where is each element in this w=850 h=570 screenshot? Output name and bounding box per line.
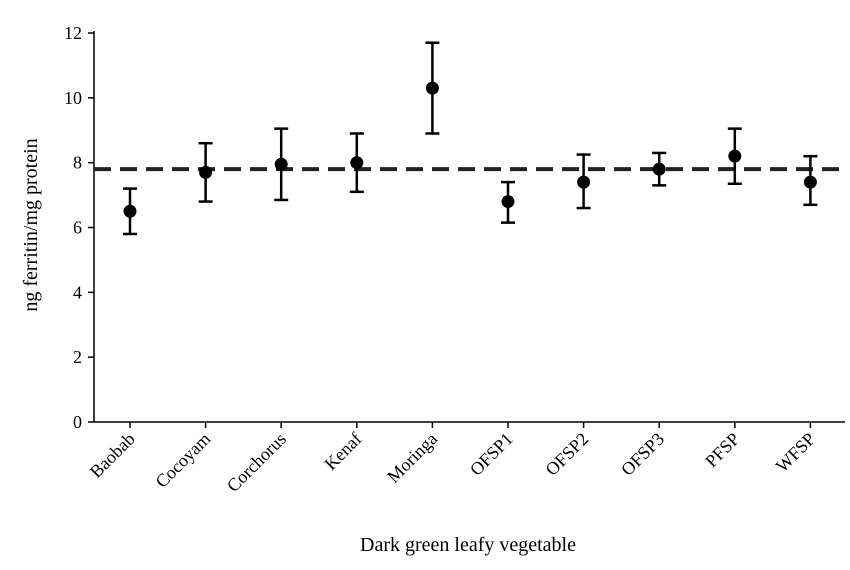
x-tick-label: Baobab [86, 429, 139, 482]
x-ticks: Baobab Cocoyam Corchorus Kenaf Moringa OFSP1 O… [86, 422, 819, 496]
y-tick-label: 0 [73, 412, 82, 432]
data-point-group [501, 180, 515, 224]
data-point-group [123, 187, 137, 236]
x-tick-label: Corchorus [223, 429, 290, 496]
data-point-group [727, 127, 742, 185]
data-point [501, 195, 515, 209]
x-tick-label: OFSP1 [466, 429, 517, 480]
y-tick-label: 12 [64, 23, 82, 43]
data-point [350, 156, 364, 170]
axes [93, 31, 845, 423]
data-point [728, 149, 742, 163]
x-tick-label: Kenaf [320, 429, 365, 474]
y-ticks: 0 2 4 6 8 10 12 [64, 23, 94, 432]
data-series [123, 41, 818, 236]
x-tick-label: WFSP [772, 429, 819, 476]
x-tick-label: Moringa [383, 429, 441, 487]
data-point-group [425, 41, 440, 135]
x-tick-label: OFSP3 [617, 429, 668, 480]
y-tick-label: 4 [73, 282, 82, 302]
data-point [123, 204, 137, 218]
data-point [274, 157, 288, 171]
data-point [652, 162, 666, 176]
data-point [199, 165, 213, 179]
data-point-group [652, 151, 667, 187]
y-tick-label: 8 [73, 153, 82, 173]
y-axis-title: ng ferritin/mg protein [20, 138, 42, 311]
x-tick-label: PFSP [701, 429, 743, 471]
data-point-group [349, 132, 364, 194]
x-axis-title: Dark green leafy vegetable [360, 534, 576, 556]
data-point [425, 81, 439, 95]
x-tick-label: Cocoyam [151, 429, 214, 492]
y-tick-label: 10 [64, 88, 82, 108]
data-point-group [198, 141, 213, 203]
y-tick-label: 6 [73, 218, 82, 238]
data-point-group [803, 154, 818, 207]
data-point [803, 175, 817, 189]
x-tick-label: OFSP2 [541, 429, 592, 480]
data-point-group [576, 153, 591, 210]
data-point [577, 175, 591, 189]
data-point-group [274, 127, 289, 202]
y-tick-label: 2 [73, 347, 82, 367]
